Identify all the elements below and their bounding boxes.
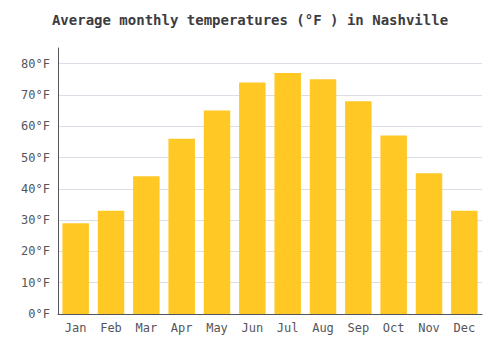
svg-text:Jun: Jun	[241, 321, 263, 335]
svg-text:Jan: Jan	[65, 321, 87, 335]
svg-text:Aug: Aug	[312, 321, 334, 335]
svg-text:Dec: Dec	[453, 321, 475, 335]
svg-text:Mar: Mar	[135, 321, 157, 335]
svg-text:Apr: Apr	[171, 321, 193, 335]
svg-text:Jul: Jul	[277, 321, 299, 335]
svg-text:80°F: 80°F	[21, 57, 50, 71]
svg-text:Average monthly temperatures (: Average monthly temperatures (°F ) in Na…	[52, 12, 448, 28]
svg-text:60°F: 60°F	[21, 119, 50, 133]
svg-text:Sep: Sep	[347, 321, 369, 335]
svg-text:Nov: Nov	[418, 321, 440, 335]
svg-text:20°F: 20°F	[21, 244, 50, 258]
svg-text:May: May	[206, 321, 228, 335]
svg-text:10°F: 10°F	[21, 276, 50, 290]
svg-text:Feb: Feb	[100, 321, 122, 335]
svg-text:30°F: 30°F	[21, 213, 50, 227]
svg-text:70°F: 70°F	[21, 88, 50, 102]
svg-text:50°F: 50°F	[21, 151, 50, 165]
svg-text:40°F: 40°F	[21, 182, 50, 196]
svg-text:Oct: Oct	[383, 321, 405, 335]
svg-text:0°F: 0°F	[28, 307, 50, 321]
